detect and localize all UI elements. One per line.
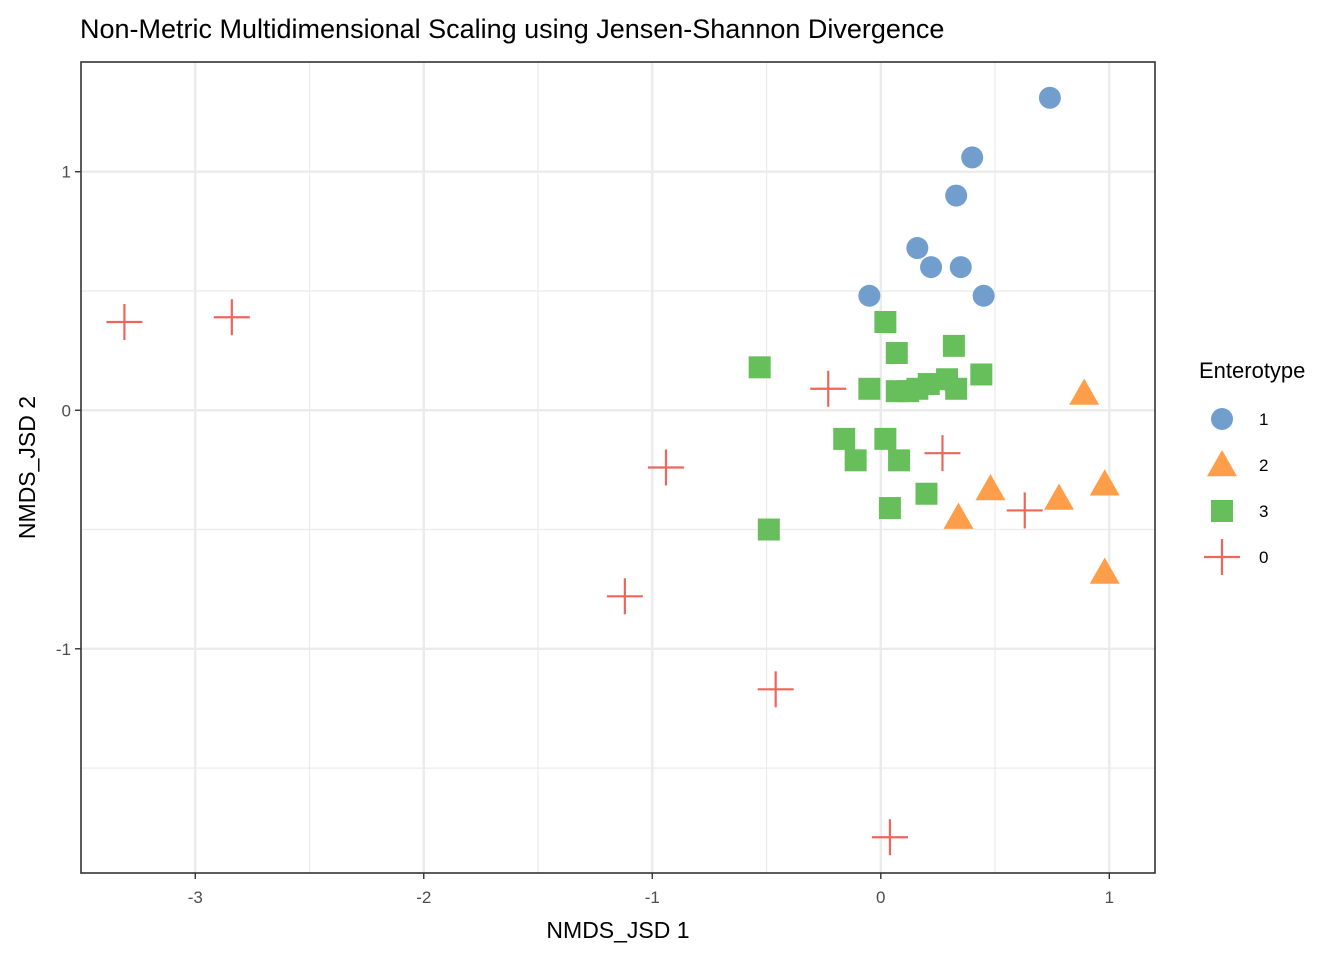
point-enterotype-0 bbox=[757, 671, 794, 708]
point-enterotype-3 bbox=[833, 427, 856, 450]
point-enterotype-3 bbox=[945, 377, 968, 400]
point-enterotype-1 bbox=[961, 146, 984, 169]
point-enterotype-0 bbox=[647, 449, 684, 486]
panel-border bbox=[80, 61, 1156, 874]
legend-key-1 bbox=[1211, 408, 1233, 430]
point-enterotype-2 bbox=[1089, 557, 1120, 584]
point-enterotype-1 bbox=[1038, 86, 1061, 109]
legend-key-3 bbox=[1211, 500, 1233, 522]
point-enterotype-3 bbox=[874, 310, 897, 333]
point-enterotype-3 bbox=[874, 427, 897, 450]
point-enterotype-3 bbox=[757, 518, 780, 541]
point-enterotype-0 bbox=[606, 578, 643, 615]
y-axis-ticks: -1 0 1 bbox=[56, 163, 81, 659]
x-tick-label: 1 bbox=[1105, 888, 1114, 907]
x-tick-label: -1 bbox=[645, 888, 660, 907]
point-enterotype-0 bbox=[1006, 492, 1043, 529]
point-enterotype-0 bbox=[810, 370, 847, 407]
point-enterotype-2 bbox=[1069, 378, 1100, 405]
point-enterotype-0 bbox=[106, 303, 143, 340]
legend-label-3: 3 bbox=[1259, 502, 1268, 521]
legend-label-0: 0 bbox=[1259, 548, 1268, 567]
point-enterotype-3 bbox=[970, 363, 993, 386]
point-enterotype-2 bbox=[975, 473, 1006, 501]
point-enterotype-1 bbox=[972, 284, 995, 307]
legend-label-1: 1 bbox=[1259, 410, 1268, 429]
x-tick-label: -2 bbox=[416, 888, 431, 907]
point-enterotype-1 bbox=[906, 237, 929, 260]
x-tick-label: 0 bbox=[876, 888, 885, 907]
point-enterotype-3 bbox=[858, 377, 881, 400]
data-points bbox=[106, 86, 1120, 856]
point-enterotype-3 bbox=[917, 373, 940, 396]
point-enterotype-3 bbox=[878, 497, 901, 520]
point-enterotype-3 bbox=[915, 482, 938, 505]
chart-title: Non-Metric Multidimensional Scaling usin… bbox=[80, 14, 944, 44]
point-enterotype-1 bbox=[920, 256, 943, 279]
point-enterotype-0 bbox=[213, 299, 250, 336]
x-axis-title: NMDS_JSD 1 bbox=[546, 917, 689, 943]
y-axis-title: NMDS_JSD 2 bbox=[14, 396, 40, 539]
point-enterotype-3 bbox=[942, 334, 965, 357]
x-axis-ticks: -3 -2 -1 0 1 bbox=[188, 873, 1114, 907]
x-tick-label: -3 bbox=[188, 888, 203, 907]
point-enterotype-3 bbox=[748, 356, 771, 379]
point-enterotype-2 bbox=[1044, 483, 1075, 510]
grid-major bbox=[81, 62, 1155, 873]
point-enterotype-1 bbox=[949, 256, 972, 279]
y-tick-label: -1 bbox=[56, 640, 71, 659]
point-enterotype-1 bbox=[945, 184, 968, 207]
legend: Enterotype 1 2 3 0 bbox=[1199, 358, 1305, 575]
legend-label-2: 2 bbox=[1259, 456, 1268, 475]
grid-minor bbox=[81, 62, 1155, 873]
point-enterotype-2 bbox=[1089, 469, 1120, 496]
legend-key-2 bbox=[1207, 450, 1237, 477]
y-tick-label: 0 bbox=[62, 401, 71, 420]
point-enterotype-2 bbox=[943, 502, 974, 529]
point-enterotype-3 bbox=[888, 449, 911, 472]
legend-title: Enterotype bbox=[1199, 358, 1305, 383]
point-enterotype-0 bbox=[924, 435, 961, 472]
legend-key-0 bbox=[1204, 539, 1240, 575]
point-enterotype-0 bbox=[871, 819, 908, 856]
point-enterotype-3 bbox=[885, 342, 908, 365]
point-enterotype-1 bbox=[858, 284, 881, 307]
point-enterotype-3 bbox=[844, 449, 867, 472]
y-tick-label: 1 bbox=[62, 163, 71, 182]
